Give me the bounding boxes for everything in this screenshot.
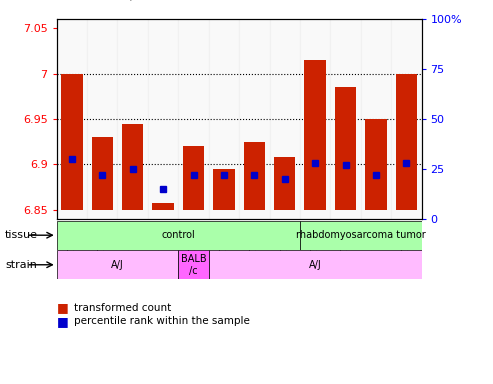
Bar <box>300 221 422 250</box>
Text: ■: ■ <box>57 315 69 328</box>
Bar <box>244 142 265 210</box>
Bar <box>209 0 239 384</box>
Bar <box>148 0 178 384</box>
Text: GDS5527 / 100050603: GDS5527 / 100050603 <box>67 0 210 2</box>
Text: A/J: A/J <box>309 260 321 270</box>
Bar <box>396 74 417 210</box>
Bar <box>300 0 330 384</box>
Bar <box>330 0 361 384</box>
Text: control: control <box>161 230 195 240</box>
Bar <box>270 0 300 384</box>
Bar <box>152 202 174 210</box>
Text: tissue: tissue <box>5 230 38 240</box>
Text: BALB
/c: BALB /c <box>181 254 206 276</box>
Bar <box>305 60 326 210</box>
Bar <box>391 0 422 384</box>
Bar <box>92 137 113 210</box>
Bar <box>213 169 235 210</box>
Bar <box>274 157 295 210</box>
Bar <box>361 0 391 384</box>
Bar <box>178 250 209 279</box>
Bar <box>57 0 87 384</box>
Text: strain: strain <box>5 260 37 270</box>
Text: transformed count: transformed count <box>74 303 171 313</box>
Bar <box>57 250 178 279</box>
Bar <box>61 74 82 210</box>
Text: percentile rank within the sample: percentile rank within the sample <box>74 316 250 326</box>
Bar <box>335 87 356 210</box>
Bar <box>183 146 204 210</box>
Bar <box>87 0 117 384</box>
Text: rhabdomyosarcoma tumor: rhabdomyosarcoma tumor <box>296 230 425 240</box>
Bar <box>122 124 143 210</box>
Bar <box>178 0 209 384</box>
Bar <box>209 250 422 279</box>
Text: ■: ■ <box>57 301 69 314</box>
Bar <box>57 221 300 250</box>
Text: A/J: A/J <box>111 260 124 270</box>
Bar <box>117 0 148 384</box>
Bar <box>365 119 387 210</box>
Bar <box>239 0 270 384</box>
